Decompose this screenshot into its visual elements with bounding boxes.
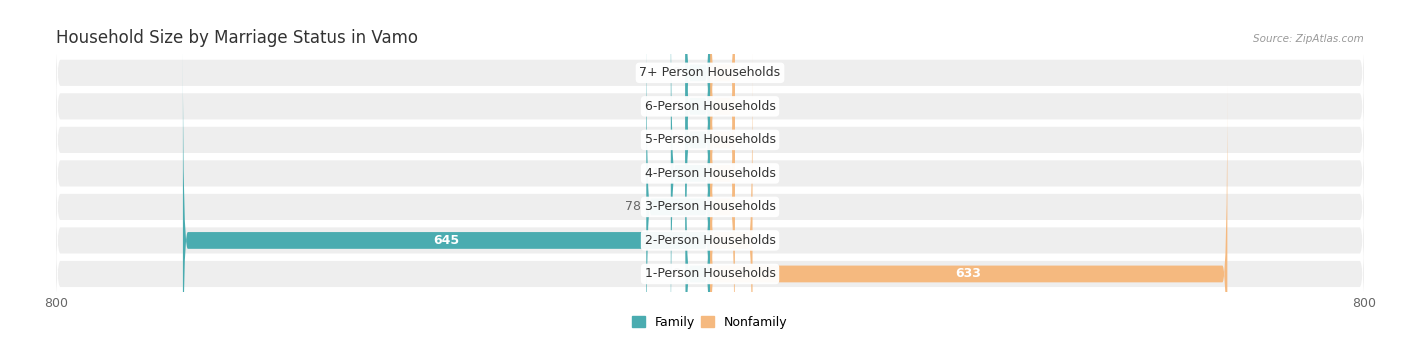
FancyBboxPatch shape xyxy=(710,0,734,266)
Text: 0: 0 xyxy=(740,167,748,180)
Text: 0: 0 xyxy=(740,133,748,147)
FancyBboxPatch shape xyxy=(183,48,710,340)
Text: 645: 645 xyxy=(433,234,460,247)
Text: 3-Person Households: 3-Person Households xyxy=(644,200,776,214)
FancyBboxPatch shape xyxy=(710,48,752,340)
FancyBboxPatch shape xyxy=(52,0,1368,340)
Text: 2-Person Households: 2-Person Households xyxy=(644,234,776,247)
FancyBboxPatch shape xyxy=(686,81,710,340)
FancyBboxPatch shape xyxy=(710,0,734,333)
FancyBboxPatch shape xyxy=(710,0,734,299)
Text: 0: 0 xyxy=(672,100,681,113)
Text: Source: ZipAtlas.com: Source: ZipAtlas.com xyxy=(1253,34,1364,44)
FancyBboxPatch shape xyxy=(671,0,710,340)
FancyBboxPatch shape xyxy=(52,0,1368,340)
FancyBboxPatch shape xyxy=(686,0,710,266)
Text: 78: 78 xyxy=(626,200,641,214)
FancyBboxPatch shape xyxy=(710,0,734,340)
Text: 633: 633 xyxy=(956,268,981,280)
FancyBboxPatch shape xyxy=(647,14,710,340)
FancyBboxPatch shape xyxy=(52,0,1368,340)
Text: 0: 0 xyxy=(672,66,681,79)
FancyBboxPatch shape xyxy=(52,0,1368,340)
FancyBboxPatch shape xyxy=(686,0,710,333)
Text: 1-Person Households: 1-Person Households xyxy=(644,268,776,280)
Legend: Family, Nonfamily: Family, Nonfamily xyxy=(627,311,793,334)
Text: 7+ Person Households: 7+ Person Households xyxy=(640,66,780,79)
Text: 6-Person Households: 6-Person Households xyxy=(644,100,776,113)
FancyBboxPatch shape xyxy=(710,81,1227,340)
Text: 5: 5 xyxy=(740,200,748,214)
Text: 0: 0 xyxy=(740,100,748,113)
FancyBboxPatch shape xyxy=(52,0,1368,340)
FancyBboxPatch shape xyxy=(710,14,734,340)
FancyBboxPatch shape xyxy=(52,0,1368,340)
Text: Household Size by Marriage Status in Vamo: Household Size by Marriage Status in Vam… xyxy=(56,29,418,47)
Text: 52: 52 xyxy=(758,234,773,247)
FancyBboxPatch shape xyxy=(686,0,710,299)
Text: 48: 48 xyxy=(650,167,666,180)
FancyBboxPatch shape xyxy=(52,0,1368,340)
Text: 4-Person Households: 4-Person Households xyxy=(644,167,776,180)
Text: 0: 0 xyxy=(672,268,681,280)
Text: 0: 0 xyxy=(672,133,681,147)
Text: 0: 0 xyxy=(740,66,748,79)
Text: 5-Person Households: 5-Person Households xyxy=(644,133,776,147)
